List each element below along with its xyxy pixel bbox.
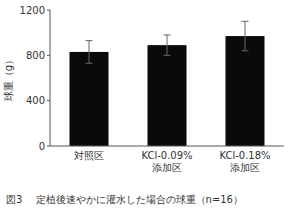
bar — [226, 36, 265, 146]
x-tick-label-line: 対照区 — [74, 150, 104, 161]
y-tick-label: 0 — [39, 141, 45, 152]
x-tick-label: KCl-0.18%添加区 — [219, 150, 270, 173]
chart-container: 04008001200球重（g）対照区KCl-0.09%添加区KCl-0.18%… — [0, 0, 292, 209]
y-tick-label: 800 — [26, 50, 45, 61]
x-tick-label-line: KCl-0.09% — [141, 150, 192, 161]
error-cap — [242, 50, 249, 51]
error-cap — [242, 21, 249, 22]
error-line — [245, 21, 246, 50]
x-tick-label-line: 添加区 — [152, 162, 182, 173]
x-axis-line — [50, 146, 284, 147]
error-cap — [86, 40, 93, 41]
x-tick-label-line: 添加区 — [230, 162, 260, 173]
y-axis-label: 球重（g） — [3, 55, 14, 101]
error-bar — [86, 41, 93, 64]
y-tick — [47, 55, 50, 56]
y-tick-label: 1200 — [20, 5, 45, 16]
bar — [70, 52, 109, 146]
chart-svg: 04008001200球重（g）対照区KCl-0.09%添加区KCl-0.18%… — [0, 0, 292, 209]
error-cap — [164, 55, 171, 56]
bar — [148, 45, 187, 146]
y-tick — [47, 100, 50, 101]
x-tick-label-line: KCl-0.18% — [219, 150, 270, 161]
error-line — [89, 41, 90, 64]
y-tick-label: 400 — [26, 95, 45, 106]
bars — [70, 21, 265, 146]
caption: 図3 定植後速やかに灌水した場合の球重（n=16） — [6, 194, 243, 205]
x-tick-label: 対照区 — [74, 150, 104, 161]
x-tick-label: KCl-0.09%添加区 — [141, 150, 192, 173]
error-line — [167, 35, 168, 55]
y-tick — [47, 10, 50, 11]
y-tick — [47, 146, 50, 147]
y-axis-line — [50, 10, 51, 146]
error-cap — [164, 34, 171, 35]
error-cap — [86, 63, 93, 64]
error-bar — [242, 21, 249, 50]
error-bar — [164, 35, 171, 55]
